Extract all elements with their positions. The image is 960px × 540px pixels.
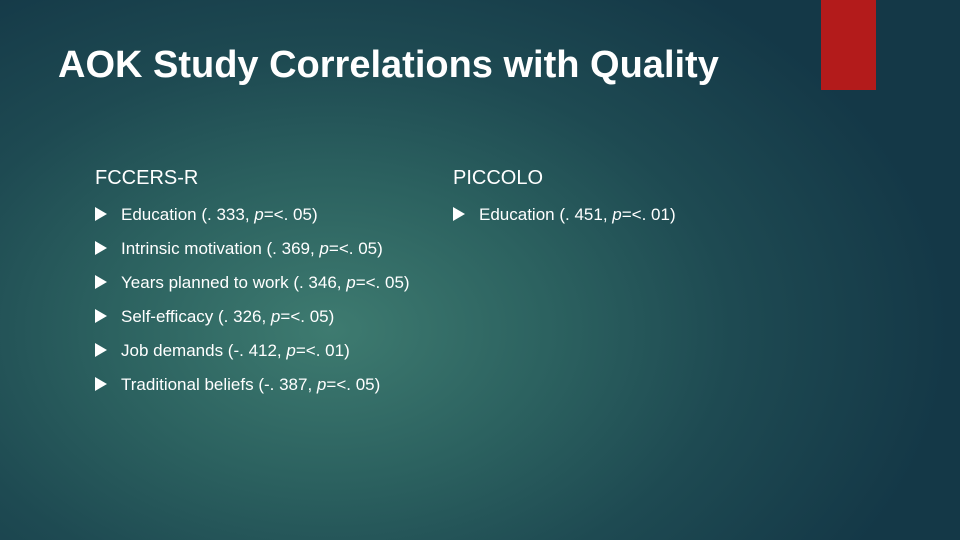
item-pvalue: =<. 05) — [326, 375, 381, 394]
column-heading-piccolo: PICCOLO — [453, 167, 544, 189]
list-item: Job demands (-. 412, p=<. 01) — [95, 339, 440, 362]
fccers-bullet-list: Education (. 333, p=<. 05) Intrinsic mot… — [95, 203, 440, 396]
item-label: Intrinsic motivation — [121, 239, 262, 258]
list-item: Traditional beliefs (-. 387, p=<. 05) — [95, 373, 440, 396]
item-label: Job demands — [121, 341, 224, 360]
arrow-bullet-icon — [95, 377, 107, 391]
item-pvalue: =<. 01) — [295, 341, 350, 360]
item-pvalue: =<. 01) — [621, 205, 676, 224]
item-stat: (-. 387, — [253, 375, 317, 394]
item-stat: (. 369, — [261, 239, 320, 258]
item-label: Traditional beliefs — [121, 375, 254, 394]
p-symbol: p — [319, 239, 329, 258]
item-stat: (. 346, — [288, 273, 347, 292]
item-stat: (-. 412, — [223, 341, 287, 360]
arrow-bullet-icon — [453, 207, 465, 221]
list-item: Self-efficacy (. 326, p=<. 05) — [95, 305, 440, 328]
p-symbol: p — [316, 375, 327, 394]
item-stat: (. 326, — [213, 307, 271, 326]
fccers-column: FCCERS-R Education (. 333, p=<. 05) Intr… — [95, 163, 440, 407]
accent-bar — [821, 0, 876, 90]
list-item: Education (. 451, p=<. 01) — [453, 203, 833, 226]
p-symbol: p — [346, 273, 356, 292]
item-stat: (. 451, — [554, 205, 613, 224]
item-pvalue: =<. 05) — [280, 307, 335, 326]
column-heading-fccers: FCCERS-R — [95, 167, 199, 189]
item-stat: (. 333, — [196, 205, 255, 224]
arrow-bullet-icon — [95, 343, 107, 357]
arrow-bullet-icon — [95, 207, 107, 221]
list-item: Years planned to work (. 346, p=<. 05) — [95, 271, 440, 294]
item-pvalue: =<. 05) — [355, 273, 410, 292]
item-pvalue: =<. 05) — [328, 239, 383, 258]
piccolo-bullet-list: Education (. 451, p=<. 01) — [453, 203, 833, 226]
arrow-bullet-icon — [95, 309, 107, 323]
arrow-bullet-icon — [95, 241, 107, 255]
arrow-bullet-icon — [95, 275, 107, 289]
list-item: Intrinsic motivation (. 369, p=<. 05) — [95, 237, 440, 260]
item-label: Self-efficacy — [121, 307, 214, 326]
item-label: Years planned to work — [121, 273, 289, 292]
item-label: Education — [121, 205, 197, 224]
p-symbol: p — [612, 205, 622, 224]
item-pvalue: =<. 05) — [263, 205, 318, 224]
p-symbol: p — [286, 341, 296, 360]
p-symbol: p — [254, 205, 264, 224]
p-symbol: p — [270, 307, 281, 326]
piccolo-column: PICCOLO Education (. 451, p=<. 01) — [453, 163, 833, 237]
list-item: Education (. 333, p=<. 05) — [95, 203, 440, 226]
slide-title: AOK Study Correlations with Quality — [58, 44, 719, 86]
item-label: Education — [479, 205, 555, 224]
